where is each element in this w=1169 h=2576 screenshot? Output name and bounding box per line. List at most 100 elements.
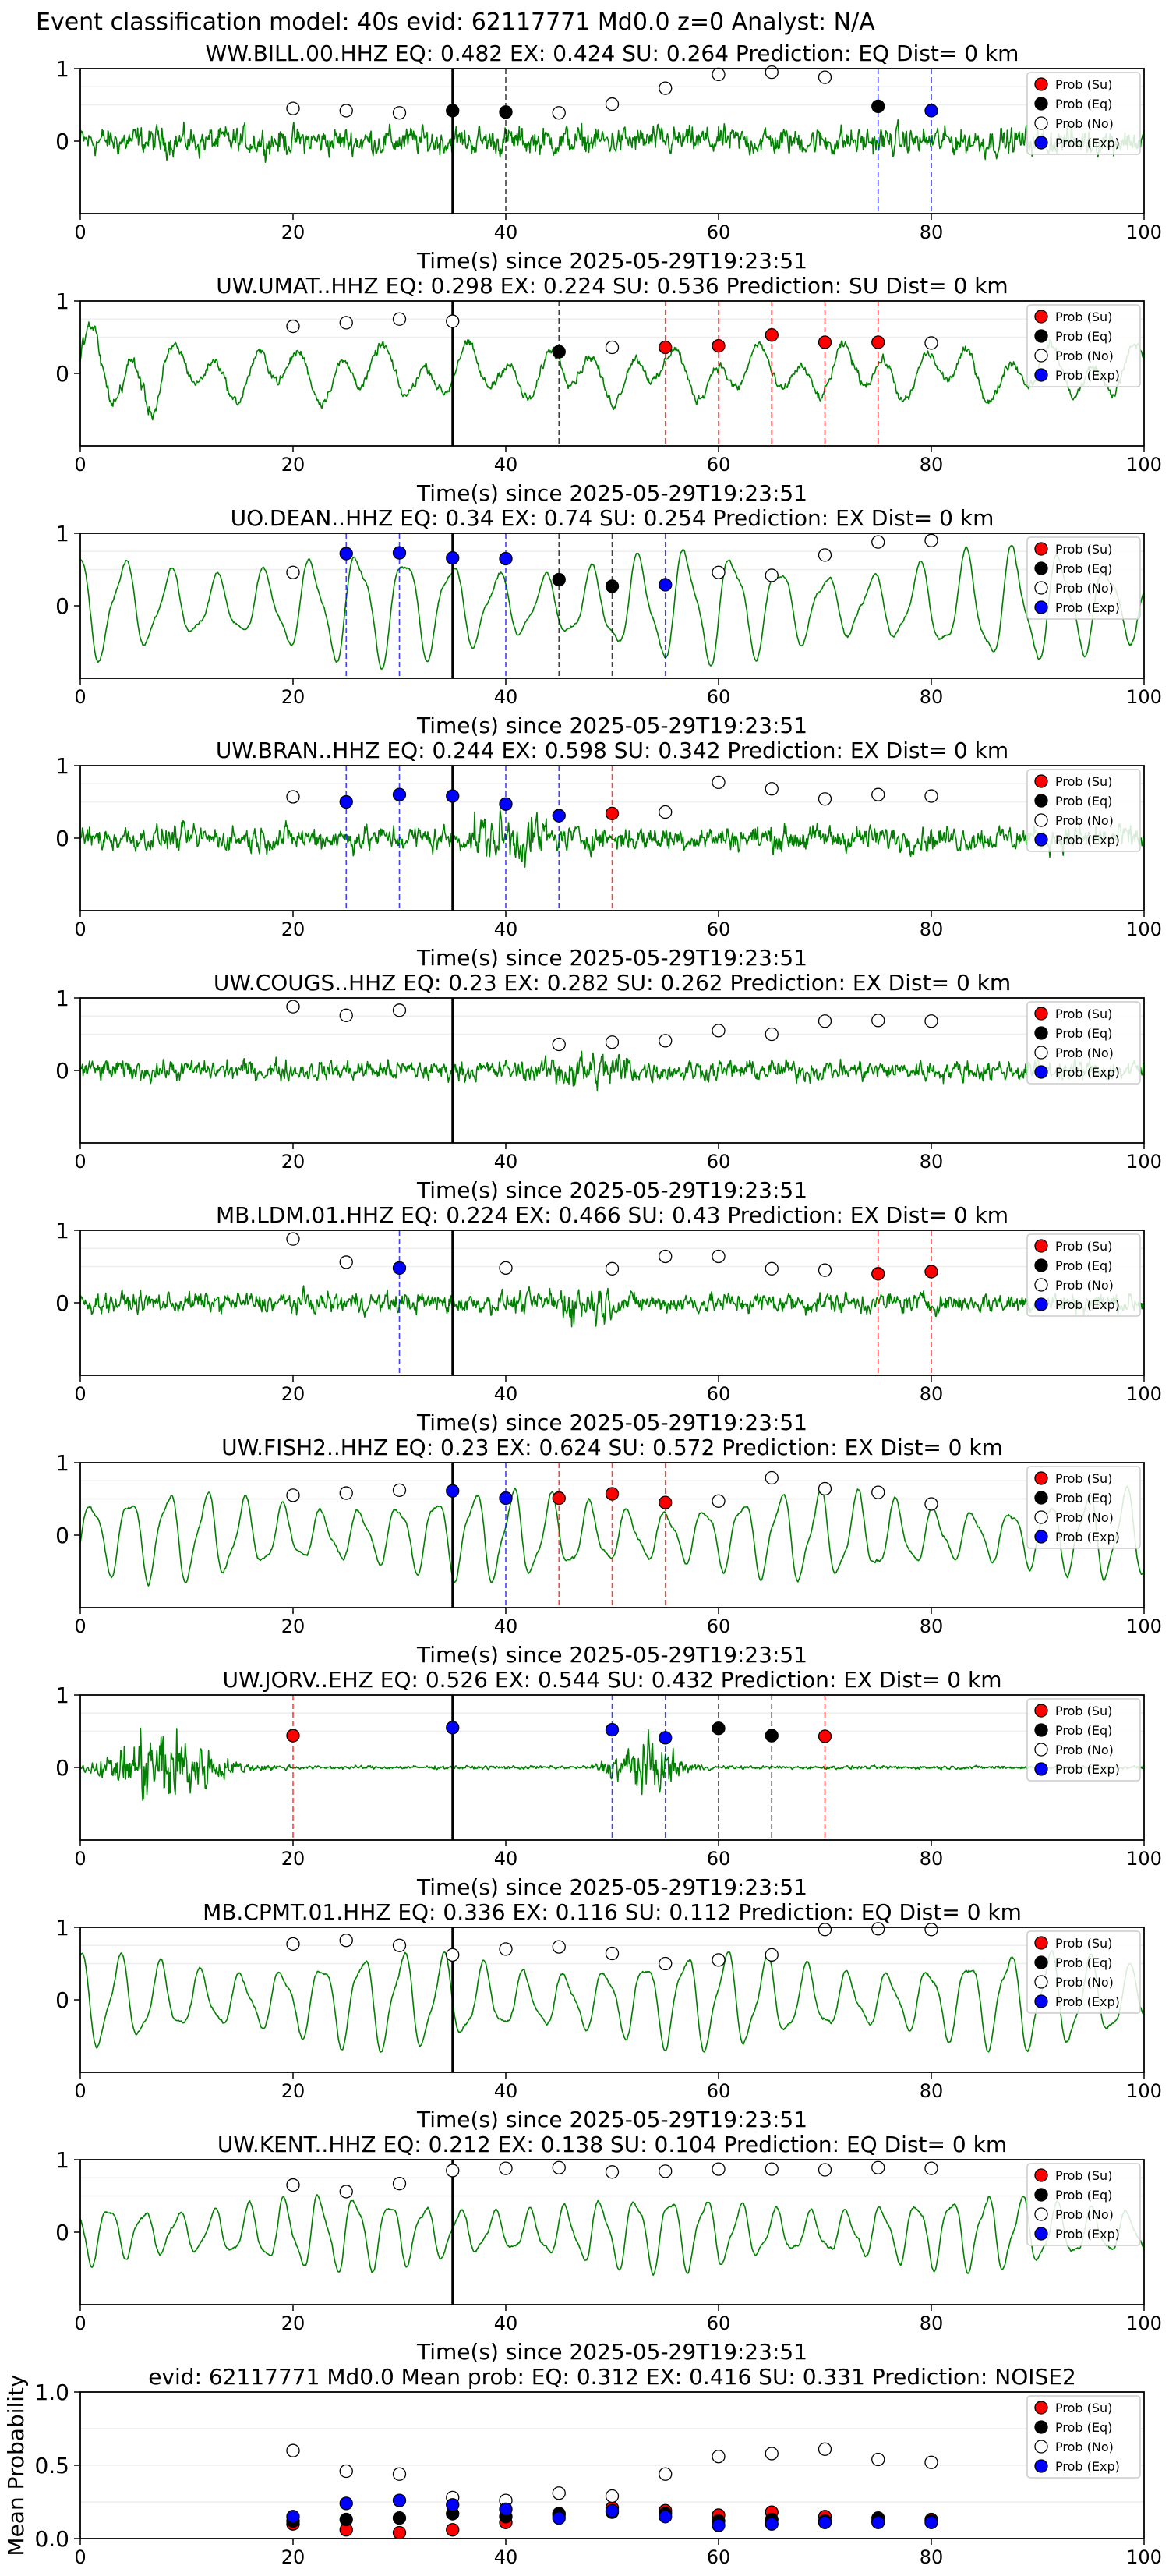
legend-label: Prob (Eq) (1055, 1026, 1112, 1041)
prob-marker (605, 1261, 620, 1276)
prob-marker (605, 1487, 620, 1501)
legend-label: Prob (Eq) (1055, 2420, 1112, 2435)
x-tick-label: 40 (494, 2312, 518, 2334)
y-axis-label: Mean Probability (3, 2374, 29, 2556)
prob-marker (286, 1000, 300, 1014)
legend-label: Prob (No) (1055, 2440, 1114, 2454)
prob-marker (765, 65, 779, 80)
panel-title: MB.CPMT.01.HHZ EQ: 0.336 EX: 0.116 SU: 0… (203, 1899, 1022, 1925)
legend-marker (1034, 1007, 1048, 1021)
legend-label: Prob (Exp) (1055, 1994, 1120, 2009)
mean-prob-point (605, 2503, 620, 2518)
prob-marker (286, 790, 300, 804)
x-tick-label: 0 (74, 2546, 86, 2568)
x-tick-label: 0 (74, 686, 86, 708)
legend-label: Prob (Eq) (1055, 1955, 1112, 1970)
prob-marker (712, 1024, 726, 1038)
waveform-trace (79, 1050, 1145, 1092)
legend-marker (1034, 813, 1048, 827)
prob-marker (712, 339, 726, 353)
prob-marker (712, 1721, 726, 1736)
prob-marker (286, 1937, 300, 1951)
x-tick-label: 20 (281, 1151, 305, 1173)
y-tick-label: 0 (55, 1523, 69, 1548)
prob-marker (712, 1953, 726, 1967)
x-tick-label: 40 (494, 2080, 518, 2102)
y-tick-label: 0 (55, 593, 69, 619)
prob-marker (659, 1249, 673, 1264)
prob-marker (286, 101, 300, 115)
x-tick-label: 80 (920, 454, 944, 476)
x-tick-label: 20 (281, 1848, 305, 1870)
mean-prob-point (605, 2489, 620, 2503)
prob-marker (659, 1956, 673, 1971)
plot-frame (79, 2159, 1145, 2305)
waveform-panel-9: MB.CPMT.01.HHZ EQ: 0.336 EX: 0.116 SU: 0… (55, 1899, 1162, 2132)
prob-marker (286, 565, 300, 579)
x-tick-label: 100 (1126, 454, 1162, 476)
x-tick-label: 0 (74, 2080, 86, 2102)
prob-marker (659, 81, 673, 95)
mean-prob-point (339, 2496, 353, 2511)
prob-marker (286, 1729, 300, 1743)
x-axis-label: Time(s) since 2025-05-29T19:23:51 (416, 1177, 807, 1203)
legend-label: Prob (Exp) (1055, 2227, 1120, 2242)
prob-marker (552, 572, 566, 587)
x-axis-label: Time(s) since 2025-05-29T19:23:51 (416, 1642, 807, 1668)
prob-marker (339, 794, 353, 809)
prob-marker (924, 789, 938, 803)
legend-label: Prob (Eq) (1055, 794, 1112, 809)
legend-box (1026, 1001, 1141, 1085)
panel-title: UO.DEAN..HHZ EQ: 0.34 EX: 0.74 SU: 0.254… (231, 505, 994, 531)
prob-marker (392, 1483, 407, 1497)
x-axis-label: Time(s) since 2025-05-29T19:23:51 (416, 1874, 807, 1900)
mean-prob-point (871, 2452, 885, 2467)
waveform-panel-10: UW.KENT..HHZ EQ: 0.212 EX: 0.138 SU: 0.1… (55, 2132, 1162, 2365)
legend-label: Prob (No) (1055, 1975, 1114, 1990)
legend-marker (1034, 1723, 1048, 1737)
prob-marker (659, 1034, 673, 1048)
y-tick-label: 1.0 (34, 2380, 69, 2405)
prob-marker (659, 1731, 673, 1745)
y-tick-label: 0.0 (34, 2526, 69, 2552)
x-tick-label: 40 (494, 918, 518, 940)
mean-prob-point (392, 2525, 407, 2540)
prob-marker (392, 787, 407, 801)
panel-title: WW.BILL.00.HHZ EQ: 0.482 EX: 0.424 SU: 0… (206, 41, 1019, 66)
mean-prob-point (924, 2515, 938, 2529)
x-tick-label: 80 (920, 1383, 944, 1405)
panel-title: UW.KENT..HHZ EQ: 0.212 EX: 0.138 SU: 0.1… (217, 2132, 1007, 2157)
prob-marker (871, 1267, 885, 1281)
x-tick-label: 80 (920, 2312, 944, 2334)
prob-marker (765, 1027, 779, 1042)
prob-marker (552, 2160, 566, 2174)
prob-marker (392, 1938, 407, 1952)
prob-marker (339, 104, 353, 118)
legend-marker (1034, 349, 1048, 363)
prob-marker (339, 1008, 353, 1022)
y-tick-label: 0 (55, 826, 69, 851)
legend-label: Prob (Eq) (1055, 1491, 1112, 1506)
legend-marker (1034, 1471, 1048, 1485)
legend-marker (1034, 1955, 1048, 1969)
mean-prob-point (339, 2464, 353, 2479)
prob-marker (871, 2160, 885, 2174)
legend-box (1026, 1233, 1141, 1317)
legend-marker (1034, 2440, 1048, 2454)
mean-prob-point (286, 2510, 300, 2524)
x-axis-label: Time(s) since 2025-05-29T19:23:51 (416, 480, 807, 506)
x-tick-label: 0 (74, 1151, 86, 1173)
prob-marker (499, 105, 513, 119)
legend-marker (1034, 368, 1048, 382)
legend-marker (1034, 2168, 1048, 2182)
prob-marker (765, 2162, 779, 2176)
prob-marker (499, 2161, 513, 2175)
prob-marker (765, 568, 779, 582)
y-tick-label: 0 (55, 361, 69, 387)
legend-label: Prob (Eq) (1055, 2188, 1112, 2203)
mean-prob-point (765, 2447, 779, 2461)
prob-marker (552, 345, 566, 359)
x-tick-label: 80 (920, 1615, 944, 1637)
legend-marker (1034, 1026, 1048, 1040)
